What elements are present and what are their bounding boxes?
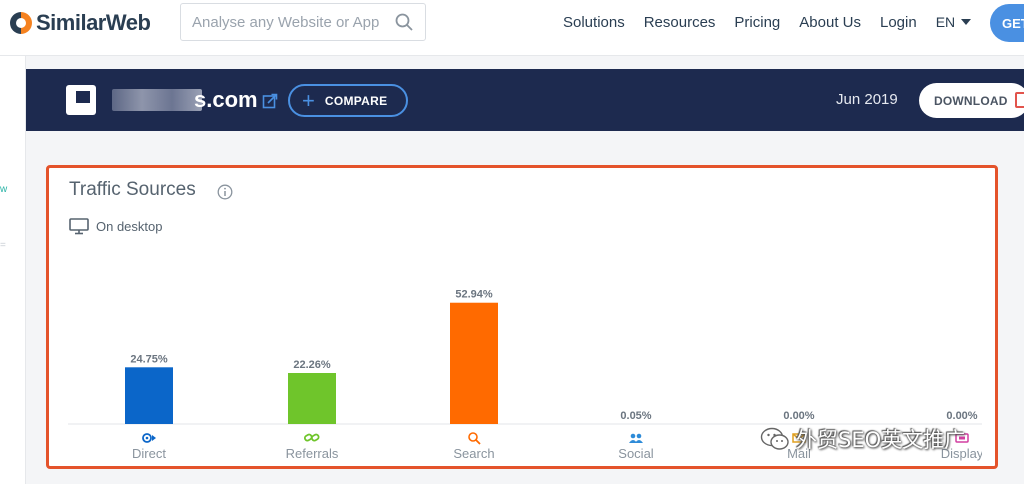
value-label-display: 0.00% xyxy=(946,410,977,422)
nav-item-resources[interactable]: Resources xyxy=(643,13,716,31)
value-label-referrals: 22.26% xyxy=(293,359,331,371)
site-header: s.com + COMPARE Jun 2019 DOWNLOAD xyxy=(26,69,1024,131)
nav-item-pricing[interactable]: Pricing xyxy=(734,13,781,31)
mail-icon xyxy=(792,433,806,443)
language-selector[interactable]: EN xyxy=(935,14,972,30)
language-label: EN xyxy=(935,14,956,30)
bar-referrals[interactable] xyxy=(288,373,336,424)
chevron-down-icon xyxy=(961,19,972,25)
plus-icon: + xyxy=(302,87,315,113)
social-icon xyxy=(629,433,643,443)
category-label-mail: Mail xyxy=(787,446,811,461)
card-title: Traffic Sources xyxy=(69,179,196,200)
brand-name: SimilarWeb xyxy=(36,10,151,35)
compare-label: COMPARE xyxy=(324,93,388,108)
category-label-referrals: Referrals xyxy=(286,446,339,461)
nav-item-login[interactable]: Login xyxy=(879,13,917,31)
similarweb-logo-icon xyxy=(10,12,32,34)
similarweb-logo[interactable]: SimilarWeb xyxy=(10,10,151,36)
traffic-sources-card: Traffic Sources On desktop 24.75% Direct 2… xyxy=(46,165,998,469)
search-input[interactable] xyxy=(192,13,392,31)
nav-item-solutions[interactable]: Solutions xyxy=(563,13,625,31)
wechat-icon xyxy=(760,427,789,450)
value-label-search: 52.94% xyxy=(455,289,493,301)
desktop-icon xyxy=(69,218,89,235)
site-domain: s.com xyxy=(194,87,258,112)
watermark-text: 外贸SEO英文推广 xyxy=(796,428,966,452)
site-favicon-icon xyxy=(66,85,96,115)
referrals-icon xyxy=(303,433,320,442)
traffic-sources-chart: 24.75% Direct 22.26% Referrals 52.94% Search 0… xyxy=(68,289,982,461)
main-menu: Solutions Resources Pricing About Us Log… xyxy=(563,12,972,32)
category-label-search: Search xyxy=(453,446,494,461)
sidebar-mark[interactable]: w xyxy=(0,184,8,195)
direct-icon xyxy=(142,433,156,443)
site-name-redacted xyxy=(112,89,202,111)
left-sidebar-edge: w = xyxy=(0,56,26,484)
info-icon[interactable] xyxy=(217,184,233,200)
sidebar-mark[interactable]: = xyxy=(0,240,6,251)
pdf-icon xyxy=(1015,92,1024,108)
watermark: 外贸SEO英文推广 xyxy=(760,424,965,454)
category-label-social: Social xyxy=(618,446,654,461)
nav-item-about-us[interactable]: About Us xyxy=(799,13,861,31)
top-navigation: SimilarWeb Solutions Resources Pricing A… xyxy=(0,0,1024,56)
compare-button[interactable]: + COMPARE xyxy=(288,84,408,117)
display-icon xyxy=(955,433,969,443)
value-label-mail: 0.00% xyxy=(783,410,814,422)
external-link-icon[interactable] xyxy=(262,93,278,109)
value-label-direct: 24.75% xyxy=(130,353,168,365)
bar-search[interactable] xyxy=(450,302,498,424)
category-label-display: Display xyxy=(941,446,982,461)
device-label: On desktop xyxy=(96,219,163,234)
download-button[interactable]: DOWNLOAD xyxy=(919,83,1024,118)
search-icon[interactable] xyxy=(395,13,413,31)
search-icon xyxy=(468,432,481,445)
download-label: DOWNLOAD xyxy=(934,93,1008,108)
bar-direct[interactable] xyxy=(125,367,173,424)
get-started-button[interactable]: GET xyxy=(990,4,1024,42)
value-label-social: 0.05% xyxy=(620,410,651,422)
date-range[interactable]: Jun 2019 xyxy=(836,91,898,108)
category-label-direct: Direct xyxy=(132,446,166,461)
website-search[interactable] xyxy=(180,3,426,41)
